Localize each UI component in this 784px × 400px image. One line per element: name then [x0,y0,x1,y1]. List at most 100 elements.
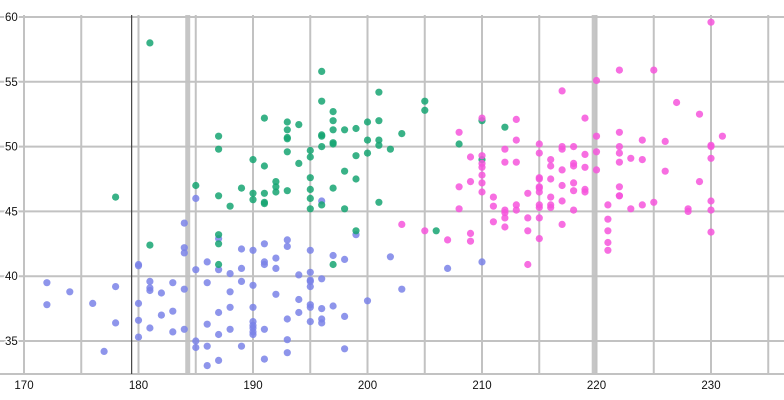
scatter-point [707,228,715,236]
scatter-point [341,126,349,134]
scatter-point [295,121,303,129]
scatter-point [306,268,314,276]
scatter-point [363,118,372,126]
scatter-point [375,198,383,206]
scatter-point [169,279,177,287]
scatter-point [318,97,326,105]
scatter-point [146,286,154,295]
scatter-point [192,266,200,274]
scatter-point [295,295,303,304]
scatter-point [455,140,463,148]
y-tick-label: 60 [5,12,18,24]
scatter-point [341,312,349,320]
scatter-point [134,262,143,270]
scatter-point [306,194,314,202]
scatter-point [306,174,314,182]
x-tick-label: 220 [587,380,606,392]
scatter-point [352,124,360,133]
scatter-point [478,152,486,160]
x-tick-label: 190 [243,380,262,392]
scatter-point [215,266,223,274]
scatter-point [466,178,475,186]
scatter-point [306,246,314,254]
x-tick-label: 230 [701,380,720,392]
scatter-point [524,214,532,222]
scatter-point [249,246,257,254]
scatter-point [249,321,257,329]
scatter-point [661,137,669,145]
scatter-point [489,218,497,226]
scatter-point [592,166,601,174]
scatter-point [547,193,555,201]
scatter-point [375,141,383,149]
y-tick-label: 55 [5,77,18,89]
x-tick-label: 200 [358,380,377,392]
scatter-point [146,277,154,285]
scatter-point [272,264,280,272]
scatter-point [283,349,291,357]
scatter-point [547,156,555,164]
scatter-point [558,166,566,174]
scatter-point [535,188,543,196]
scatter-point [180,285,188,293]
scatter-point [558,143,566,151]
scatter-point [134,333,143,341]
scatter-point [615,66,624,74]
scatter-point [272,178,280,186]
scatter-point [329,260,337,269]
scatter-point [478,171,486,179]
x-tick-label: 210 [472,380,491,392]
scatter-point [638,136,646,144]
scatter-point [615,143,624,151]
scatter-point [192,343,200,352]
scatter-point [329,117,337,125]
x-tick-label: 170 [14,380,33,392]
scatter-point [306,276,314,284]
scatter-point [673,98,681,107]
scatter-point [386,145,394,153]
scatter-point [638,156,646,164]
scatter-point [43,301,51,309]
scatter-point [146,241,154,249]
scatter-point [180,219,188,227]
scatter-point [707,141,715,149]
scatter-point [352,227,360,235]
scatter-point [283,236,291,244]
y-tick-label: 40 [5,271,18,283]
scatter-point [215,145,223,153]
scatter-point [524,260,532,269]
scatter-point [318,315,326,323]
scatter-point [558,87,566,95]
scatter-point [501,223,509,231]
scatter-point [512,206,520,214]
scatter-point [100,347,108,355]
scatter-point [146,324,154,332]
y-tick-label: 35 [5,336,18,348]
scatter-point [375,117,383,125]
scatter-point [66,288,74,296]
scatter-point [306,185,314,193]
scatter-point [535,214,543,222]
scatter-point [215,260,223,269]
scatter-point [615,192,624,200]
scatter-point [272,254,280,262]
scatter-point [134,299,143,307]
scatter-point [260,162,268,170]
scatter-point [547,175,555,183]
scatter-point [89,299,97,307]
scatter-point [226,270,234,278]
scatter-point [592,132,601,140]
scatter-point [180,244,188,252]
scatter-point [570,179,578,187]
scatter-point [295,159,303,167]
scatter-point [318,143,326,151]
scatter-point [547,201,555,209]
scatter-point [581,163,589,171]
scatter-point [203,258,211,266]
scatter-point [524,227,532,235]
scatter-point [489,193,497,201]
scatter-point [352,152,360,160]
scatter-point [604,201,612,209]
scatter-point [249,196,257,204]
scatter-point [237,184,246,192]
